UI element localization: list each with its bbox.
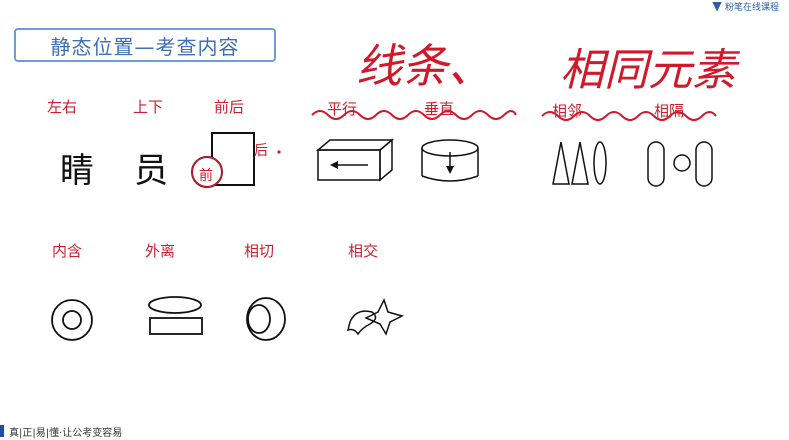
intersect-figure	[346, 298, 405, 336]
label-perpendicular: 垂直	[424, 100, 455, 118]
page-title: 静态位置—考查内容	[14, 28, 276, 62]
label-tangent: 相切	[244, 242, 275, 260]
footer-slogan: 真|正|易|懂·让公考变容易	[0, 422, 122, 440]
footer-text: 真|正|易|懂·让公考变容易	[9, 427, 123, 439]
logo-icon	[711, 1, 722, 12]
handwritten-same-element-note: 相同元素	[560, 45, 736, 96]
footer-bar	[0, 425, 4, 437]
contain-figure	[51, 299, 93, 341]
label-left-right: 左右	[47, 98, 78, 116]
label-contain: 内含	[52, 242, 83, 260]
red-wavy-underline-right	[541, 111, 717, 121]
brand-logo: 粉笔在线课程	[711, 0, 779, 13]
adjacent-figure	[552, 141, 607, 185]
logo-text: 粉笔在线课程	[724, 2, 779, 12]
handwritten-line-note: 线条、	[356, 39, 494, 93]
front-back-figure: 前 后	[191, 132, 268, 188]
label-up-down: 上下	[133, 98, 164, 116]
apart-figure	[148, 296, 203, 335]
example-char-left-right: 睛	[60, 151, 94, 191]
parallel-figure	[315, 138, 395, 182]
label-parallel: 平行	[327, 100, 358, 118]
label-intersect: 相交	[348, 242, 379, 260]
label-apart: 外离	[145, 242, 176, 260]
separated-figure	[647, 141, 713, 187]
red-wavy-underline	[311, 110, 517, 120]
back-mark: 后	[254, 143, 268, 159]
tangent-figure	[246, 297, 286, 341]
label-separated: 相隔	[654, 102, 685, 120]
example-char-up-down: 员	[134, 151, 168, 191]
red-dot	[277, 150, 281, 154]
label-front-back: 前后	[214, 98, 245, 116]
perpendicular-figure	[421, 139, 479, 182]
front-mark: 前	[199, 167, 213, 184]
